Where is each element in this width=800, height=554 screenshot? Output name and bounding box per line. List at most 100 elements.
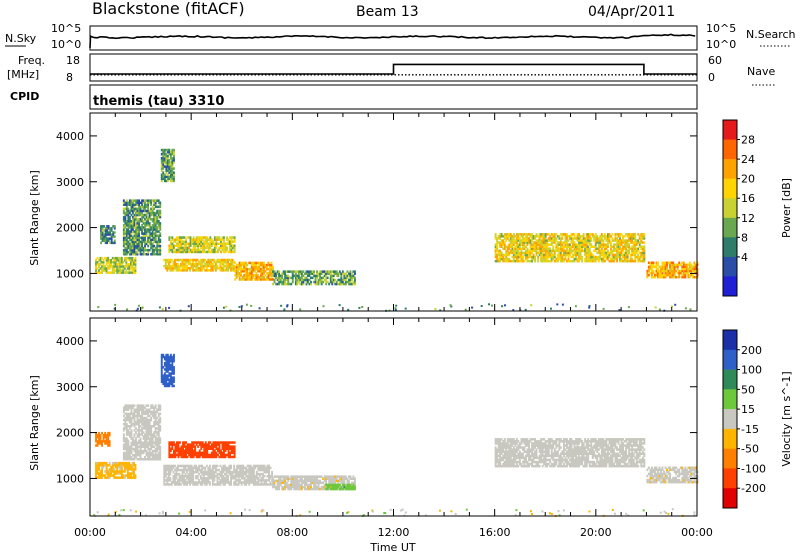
data-cell	[176, 447, 178, 450]
data-cell	[180, 455, 183, 459]
data-cell	[348, 278, 350, 282]
data-cell	[130, 443, 133, 447]
data-cell	[567, 245, 570, 248]
data-cell	[218, 472, 220, 476]
data-cell	[156, 453, 159, 457]
data-cell	[566, 249, 568, 253]
data-cell	[564, 255, 567, 259]
data-cell	[172, 260, 175, 264]
data-cell	[153, 441, 156, 444]
data-cell	[163, 384, 166, 388]
data-cell	[178, 464, 181, 468]
data-cell	[154, 449, 157, 453]
data-cell	[614, 247, 617, 250]
data-cell	[147, 412, 150, 416]
data-cell	[166, 368, 169, 371]
data-cell	[163, 364, 166, 367]
data-cell	[114, 261, 117, 264]
data-cell	[142, 437, 145, 440]
data-cell	[282, 280, 285, 284]
data-cell	[591, 255, 594, 259]
data-cell	[192, 250, 195, 254]
data-cell	[215, 246, 218, 250]
data-cell	[638, 243, 641, 246]
data-cell	[169, 443, 172, 446]
data-cell	[213, 242, 216, 245]
data-cell	[196, 269, 199, 272]
data-cell	[522, 237, 524, 240]
data-cell	[284, 272, 287, 275]
data-cell	[221, 445, 224, 448]
data-cell	[186, 449, 189, 452]
data-cell	[664, 275, 667, 279]
data-cell	[351, 276, 353, 280]
data-cell	[263, 466, 266, 470]
data-cell	[213, 453, 216, 457]
data-cell	[136, 453, 139, 457]
data-cell	[145, 443, 148, 447]
data-cell	[199, 475, 202, 478]
data-cell	[234, 483, 237, 486]
data-cell	[582, 235, 585, 238]
data-cell	[150, 447, 153, 451]
data-cell	[230, 464, 232, 468]
data-cell	[596, 239, 599, 242]
data-cell	[154, 222, 157, 225]
data-cell	[195, 267, 198, 270]
data-cell	[203, 246, 206, 250]
data-cell	[144, 236, 146, 239]
data-cell	[153, 431, 156, 434]
data-cell	[125, 458, 128, 461]
data-cell	[108, 468, 111, 471]
data-cell	[632, 247, 635, 250]
data-cell	[166, 167, 169, 170]
data-cell	[186, 464, 188, 468]
data-cell	[500, 245, 503, 248]
data-cell	[634, 255, 637, 259]
data-cell	[263, 464, 266, 468]
data-cell	[203, 449, 206, 452]
data-cell	[681, 261, 684, 264]
data-cell	[162, 150, 165, 154]
data-cell	[561, 303, 564, 306]
data-cell	[162, 366, 165, 369]
data-cell	[602, 239, 605, 242]
data-cell	[354, 278, 356, 282]
data-cell	[107, 237, 110, 240]
data-cell	[167, 470, 170, 474]
data-cell	[159, 458, 162, 461]
data-cell	[208, 470, 211, 474]
data-cell	[141, 218, 143, 221]
data-cell	[555, 243, 558, 246]
data-cell	[125, 447, 128, 451]
data-cell	[270, 272, 273, 275]
data-cell	[133, 253, 136, 256]
data-cell	[581, 259, 584, 263]
data-cell	[102, 267, 105, 270]
data-cell	[230, 264, 232, 268]
data-cell	[151, 406, 154, 409]
data-cell	[578, 241, 580, 244]
data-cell	[649, 265, 652, 269]
data-cell	[177, 238, 180, 241]
data-cell	[133, 443, 136, 447]
data-cell	[141, 404, 143, 407]
data-cell	[596, 251, 599, 255]
data-cell	[210, 242, 213, 245]
data-cell	[563, 259, 565, 263]
data-cell	[165, 384, 168, 388]
data-cell	[238, 276, 241, 279]
data-cell	[130, 472, 132, 475]
data-cell	[623, 257, 626, 261]
data-cell	[194, 447, 197, 450]
data-cell	[249, 470, 252, 474]
data-cell	[660, 265, 662, 269]
data-cell	[299, 272, 302, 275]
data-cell	[127, 201, 130, 204]
data-cell	[233, 475, 236, 478]
data-cell	[177, 441, 180, 444]
data-cell	[526, 257, 529, 261]
data-cell	[101, 271, 103, 274]
data-cell	[240, 274, 243, 277]
data-cell	[582, 249, 585, 253]
